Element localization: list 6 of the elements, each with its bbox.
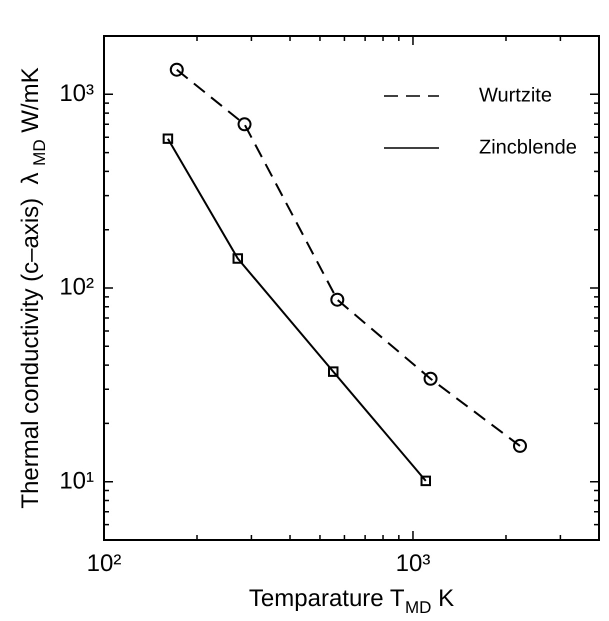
y-tick-label: 10² [59, 274, 94, 301]
legend-label: Zincblende [479, 136, 577, 159]
y-tick-label: 10³ [59, 80, 94, 107]
legend-label: Wurtzite [479, 84, 552, 107]
y-axis-title: Thermal conductivity (c–axis) λ MD W/mK [17, 67, 50, 509]
y-tick-label: 10¹ [59, 467, 94, 494]
